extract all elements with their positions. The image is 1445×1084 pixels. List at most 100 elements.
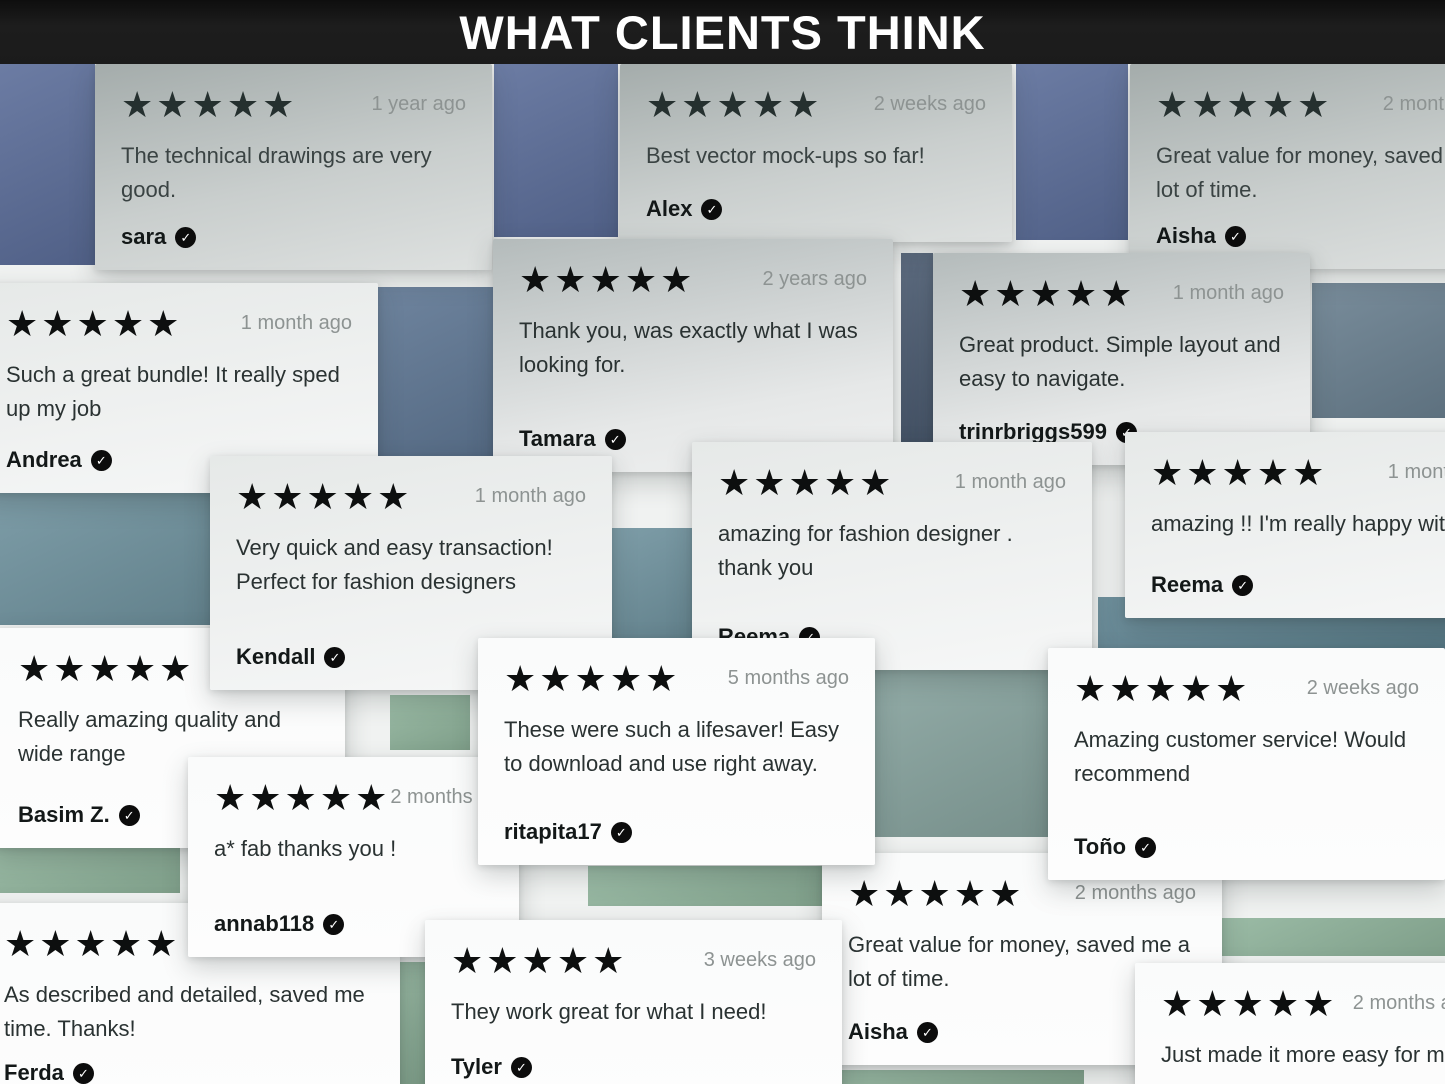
review-card-tamara: ★★★★★ 2 years ago Thank you, was exactly…	[493, 239, 893, 472]
verified-badge-icon: ✓	[90, 449, 112, 471]
card-header: ★★★★★ 1 month ago	[1151, 452, 1445, 493]
review-text: Very quick and easy transaction! Perfect…	[236, 535, 553, 595]
reviewer-name: Reema	[1151, 572, 1224, 597]
reviewer-row: Alex ✓	[646, 196, 986, 222]
reviewer-row: Toño ✓	[1074, 834, 1419, 860]
star-rating-icon: ★★★★★	[718, 462, 895, 503]
check-icon: ✓	[706, 201, 718, 217]
star-rating-icon: ★★★★★	[1161, 983, 1338, 1024]
card-header: ★★★★★ 1 month ago	[718, 462, 1066, 503]
background-tile-blue	[1016, 64, 1128, 240]
review-timestamp: 2 months ago	[1382, 93, 1445, 115]
card-header: ★★★★★ 1 month ago	[959, 273, 1284, 314]
background-tile-slate	[377, 287, 495, 468]
star-rating-icon: ★★★★★	[18, 648, 195, 689]
star-rating-icon: ★★★★★	[959, 273, 1136, 314]
review-card-tyler: ★★★★★ 3 weeks ago They work great for wh…	[425, 920, 842, 1084]
reviewer-name: Tyler	[451, 1054, 502, 1079]
reviewer-name: Kendall	[236, 644, 316, 669]
background-tile-blue	[494, 64, 618, 237]
review-text: Great value for money, saved me a lot of…	[848, 932, 1190, 992]
review-text: Amazing customer service! Would recommen…	[1074, 727, 1407, 787]
verified-badge-icon: ✓	[604, 428, 626, 450]
reviewer-row: Basim Z. ✓	[18, 802, 319, 828]
verified-badge-icon: ✓	[1224, 225, 1246, 247]
check-icon: ✓	[1140, 839, 1152, 855]
reviewer-row: annab118 ✓	[214, 911, 493, 937]
reviewer-row: Tamara ✓	[519, 426, 867, 452]
review-text: The technical drawings are very good.	[121, 143, 432, 203]
star-rating-icon: ★★★★★	[451, 940, 628, 981]
reviewer-name: annab118	[214, 911, 315, 936]
check-icon: ✓	[609, 431, 621, 447]
check-icon: ✓	[77, 1065, 89, 1081]
star-rating-icon: ★★★★★	[1074, 668, 1251, 709]
reviewer-row: Andrea ✓	[6, 447, 352, 473]
check-icon: ✓	[180, 229, 192, 245]
reviewer-row: sara ✓	[121, 224, 466, 250]
review-text: Thank you, was exactly what I was lookin…	[519, 318, 858, 378]
review-text: Great product. Simple layout and easy to…	[959, 332, 1281, 392]
review-card-reema-mid: ★★★★★ 1 month ago amazing for fashion de…	[692, 442, 1092, 670]
verified-badge-icon: ✓	[510, 1056, 532, 1078]
review-card-trinrbriggs599: ★★★★★ 1 month ago Great product. Simple …	[933, 253, 1310, 465]
reviewer-name: Andrea	[6, 447, 82, 472]
review-text: These were such a lifesaver! Easy to dow…	[504, 717, 840, 777]
reviewer-name: trinrbriggs599	[959, 419, 1107, 444]
reviewer-row: Tyler ✓	[451, 1054, 816, 1080]
review-card-alex: ★★★★★ 2 weeks ago Best vector mock-ups s…	[620, 64, 1012, 242]
star-rating-icon: ★★★★★	[504, 658, 681, 699]
background-tile-sage	[588, 866, 822, 906]
background-tile-blue	[0, 64, 95, 265]
star-rating-icon: ★★★★★	[1151, 452, 1328, 493]
card-header: ★★★★★	[4, 923, 374, 964]
review-text: Such a great bundle! It really sped up m…	[6, 362, 340, 422]
reviewer-row: Kendall ✓	[236, 644, 586, 670]
background-tile-sage	[818, 1070, 1084, 1084]
review-card-sara: ★★★★★ 1 year ago The technical drawings …	[95, 64, 492, 270]
review-timestamp: 5 months ago	[727, 667, 849, 689]
card-header: ★★★★★ 2 months ago	[1161, 983, 1445, 1024]
review-timestamp: 2 months ago	[1074, 882, 1196, 904]
reviewer-name: Alex	[646, 196, 693, 221]
review-timestamp: 2 months ago	[1352, 992, 1445, 1014]
verified-badge-icon: ✓	[323, 913, 345, 935]
star-rating-icon: ★★★★★	[236, 476, 413, 517]
star-rating-icon: ★★★★★	[6, 303, 183, 344]
star-rating-icon: ★★★★★	[519, 259, 696, 300]
card-header: ★★★★★	[18, 648, 319, 689]
card-header: ★★★★★ 2 months ago	[1156, 84, 1445, 125]
reviewer-name: Ferda	[4, 1060, 64, 1084]
review-card-ritapita17: ★★★★★ 5 months ago These were such a lif…	[478, 638, 875, 865]
review-text: a* fab thanks you !	[214, 836, 397, 862]
review-timestamp: 1 month ago	[240, 312, 352, 334]
star-rating-icon: ★★★★★	[4, 923, 181, 964]
card-header: ★★★★★ 2 weeks ago	[646, 84, 986, 125]
review-card-aisha-top: ★★★★★ 2 months ago Great value for money…	[1130, 64, 1445, 269]
review-text: As described and detailed, saved me time…	[4, 982, 365, 1042]
card-header: ★★★★★ 1 month ago	[236, 476, 586, 517]
verified-badge-icon: ✓	[1232, 574, 1254, 596]
reviewer-name: Basim Z.	[18, 802, 110, 827]
background-tile-teal	[0, 488, 213, 625]
check-icon: ✓	[328, 916, 340, 932]
card-header: ★★★★★ 2 months ago	[848, 873, 1196, 914]
reviewer-row: Ferda ✓	[4, 1060, 374, 1084]
star-rating-icon: ★★★★★	[848, 873, 1025, 914]
card-header: ★★★★★ 5 months ago	[504, 658, 849, 699]
reviewer-name: ritapita17	[504, 819, 602, 844]
verified-badge-icon: ✓	[175, 226, 197, 248]
card-header: ★★★★★ 2 years ago	[519, 259, 867, 300]
reviewer-name: Aisha	[1156, 223, 1216, 248]
review-timestamp: 2 years ago	[762, 268, 867, 290]
card-header: ★★★★★ 1 year ago	[121, 84, 466, 125]
review-timestamp: 3 weeks ago	[703, 949, 816, 971]
review-timestamp: 1 year ago	[371, 93, 466, 115]
review-timestamp: 2 weeks ago	[1306, 677, 1419, 699]
header-bar: WHAT CLIENTS THINK	[0, 0, 1445, 64]
check-icon: ✓	[329, 649, 341, 665]
check-icon: ✓	[95, 452, 107, 468]
verified-badge-icon: ✓	[610, 821, 632, 843]
check-icon: ✓	[804, 629, 816, 645]
